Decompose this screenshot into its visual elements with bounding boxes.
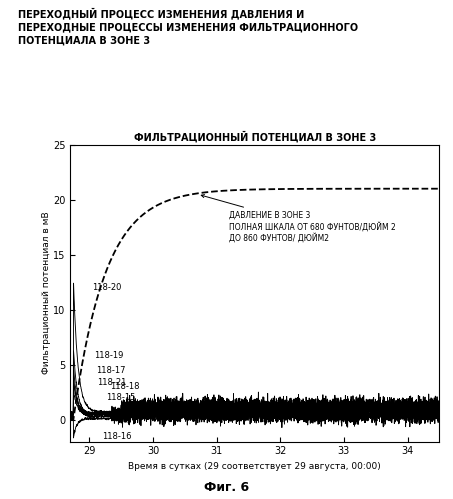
Text: 118-17: 118-17: [96, 366, 125, 375]
Text: 118-20: 118-20: [92, 283, 121, 292]
Text: 118-21: 118-21: [97, 378, 127, 387]
Text: ДАВЛЕНИЕ В ЗОНЕ 3
ПОЛНАЯ ШКАЛА ОТ 680 ФУНТОВ/ДЮЙМ 2
ДО 860 ФУНТОВ/ ДЮЙМ2: ДАВЛЕНИЕ В ЗОНЕ 3 ПОЛНАЯ ШКАЛА ОТ 680 ФУ…: [201, 195, 396, 243]
Text: 118-18: 118-18: [110, 382, 139, 391]
Text: 118-19: 118-19: [94, 351, 123, 360]
Title: ФИЛЬТРАЦИОННЫЙ ПОТЕНЦИАЛ В ЗОНЕ 3: ФИЛЬТРАЦИОННЫЙ ПОТЕНЦИАЛ В ЗОНЕ 3: [134, 131, 376, 143]
Text: 118-15: 118-15: [106, 393, 136, 402]
X-axis label: Время в сутках (29 соответствует 29 августа, 00:00): Время в сутках (29 соответствует 29 авгу…: [129, 462, 381, 471]
Text: ПЕРЕХОДНЫЙ ПРОЦЕСС ИЗМЕНЕНИЯ ДАВЛЕНИЯ И
ПЕРЕХОДНЫЕ ПРОЦЕССЫ ИЗМЕНЕНИЯ ФИЛЬТРАЦИО: ПЕРЕХОДНЫЙ ПРОЦЕСС ИЗМЕНЕНИЯ ДАВЛЕНИЯ И …: [18, 7, 358, 45]
Text: 118-16: 118-16: [102, 432, 131, 441]
Text: Фиг. 6: Фиг. 6: [204, 481, 249, 494]
Y-axis label: Фильтрационный потенциал в мВ: Фильтрационный потенциал в мВ: [43, 212, 52, 374]
